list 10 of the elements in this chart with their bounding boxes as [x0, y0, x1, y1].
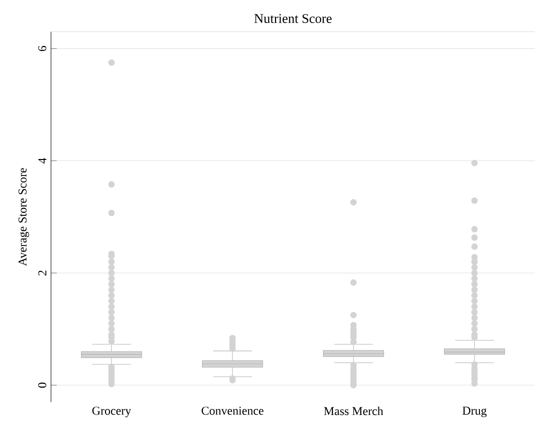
x-tick-label: Convenience [202, 406, 264, 415]
y-tick-label: 4 [38, 158, 46, 164]
y-tick-label: 0 [38, 382, 46, 388]
y-tick-label: 6 [38, 46, 46, 52]
x-tick-label: Drug [462, 406, 487, 418]
y-axis-title: Average Store Score [18, 168, 30, 266]
x-tick-label: Mass Merch [324, 406, 384, 416]
y-tick-label: 2 [38, 270, 46, 276]
x-tick-label: Grocery [92, 406, 132, 418]
chart-title: Nutrient Score [254, 14, 332, 24]
